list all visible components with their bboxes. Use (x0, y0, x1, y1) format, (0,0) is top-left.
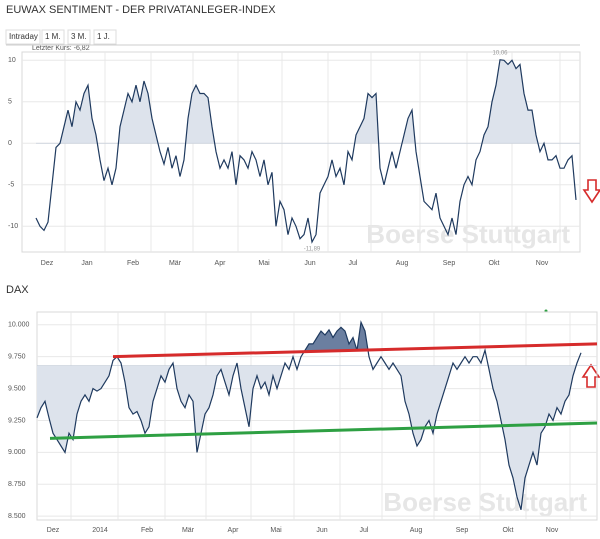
x-tick-label: Apr (228, 527, 240, 534)
x-tick-label: Feb (141, 527, 153, 534)
chart-title: DAX (6, 284, 29, 296)
tab-label[interactable]: 1 J. (97, 32, 110, 41)
tab-label[interactable]: Intraday (9, 32, 38, 41)
tab[interactable] (41, 29, 65, 45)
trendline (49, 421, 598, 440)
x-tick-label: 2014 (92, 527, 108, 534)
y-tick-label: 10 (8, 57, 16, 64)
y-tick-label: -10 (8, 223, 18, 230)
x-tick-label: Mai (258, 260, 270, 267)
y-tick-label: 9.500 (8, 385, 26, 392)
y-tick-label: -5 (8, 182, 14, 189)
x-tick-label: Jun (304, 260, 315, 267)
watermark: Boerse Stuttgart (383, 487, 587, 517)
up-arrow (581, 363, 600, 388)
line (36, 320, 582, 510)
x-tick-label: Sep (443, 260, 456, 267)
chart-title: EUWAX SENTIMENT - DER PRIVATANLEGER-INDE… (6, 4, 276, 16)
x-tick-label: Sep (456, 527, 469, 534)
tab[interactable] (67, 29, 91, 45)
tab-label[interactable]: 3 M. (71, 32, 87, 41)
x-tick-label: Mai (270, 527, 282, 534)
x-tick-label: Jul (349, 260, 358, 267)
x-tick-label: Nov (546, 527, 559, 534)
x-tick-label: Feb (127, 260, 139, 267)
x-tick-label: Mär (182, 527, 195, 534)
plot-frame (21, 51, 581, 253)
y-tick-label: 5 (8, 99, 12, 106)
down-arrow (582, 179, 600, 204)
x-tick-label: Okt (489, 260, 500, 267)
x-tick-label: Aug (396, 260, 409, 267)
y-tick-label: 8.750 (8, 481, 26, 488)
line (35, 59, 577, 244)
y-tick-label: 0 (8, 140, 12, 147)
x-tick-label: Jul (360, 527, 369, 534)
x-tick-label: Jan (81, 260, 92, 267)
y-tick-label: 9.750 (8, 354, 26, 361)
annotation: -11,89 (304, 247, 321, 253)
area-fill (60, 59, 538, 144)
last-price: Letzter Kurs: -6,82 (32, 45, 90, 52)
x-tick-label: Okt (503, 527, 514, 534)
trendline (112, 342, 598, 359)
watermark: Boerse Stuttgart (366, 219, 570, 249)
annotation: 10,06 (492, 50, 508, 56)
chart: Boerse Stuttgart 10.000 9.750 9.500 9.250 9.0… (8, 311, 598, 534)
y-tick-label: 9.250 (8, 417, 26, 424)
x-tick-label: Jun (316, 527, 327, 534)
x-tick-label: Dez (47, 527, 60, 534)
x-tick-label: Nov (536, 260, 549, 267)
y-tick-label: 9.000 (8, 449, 26, 456)
x-tick-label: Mär (169, 260, 182, 267)
x-tick-label: Aug (410, 527, 423, 534)
tab[interactable] (5, 29, 41, 45)
tab-label[interactable]: 1 M. (45, 32, 61, 41)
chart: Boerse Stuttgart 10 5 0 -5 -10 Dez Jan Feb Mär Apr… (5, 29, 581, 267)
x-tick-label: Apr (215, 260, 227, 267)
y-tick-label: 10.000 (8, 322, 30, 329)
y-tick-label: 8.500 (8, 513, 26, 520)
x-tick-label: Dez (41, 260, 54, 267)
tab[interactable] (93, 29, 117, 45)
